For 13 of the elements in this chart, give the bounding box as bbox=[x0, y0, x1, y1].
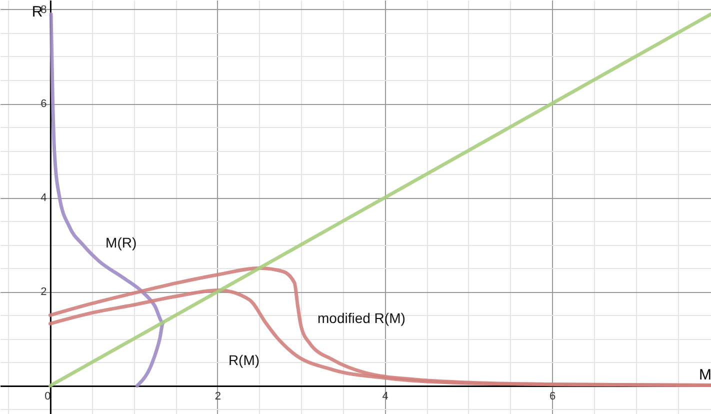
y-axis-title: R bbox=[32, 4, 43, 20]
series-label: modified R(M) bbox=[317, 310, 406, 326]
x-tick-label: 6 bbox=[550, 390, 556, 402]
y-tick-label: 4 bbox=[40, 192, 47, 204]
x-tick-label: 2 bbox=[214, 390, 222, 402]
y-tick-label: 2 bbox=[40, 286, 47, 298]
series-label: M(R) bbox=[106, 234, 137, 251]
x-axis-title: M bbox=[699, 366, 711, 384]
y-tick-label: 6 bbox=[40, 98, 47, 110]
x-tick-label: 0 bbox=[44, 390, 51, 402]
x-tick-label: 4 bbox=[382, 390, 388, 402]
series-label: R(M) bbox=[228, 352, 260, 368]
y-tick-label: 8 bbox=[40, 4, 47, 16]
